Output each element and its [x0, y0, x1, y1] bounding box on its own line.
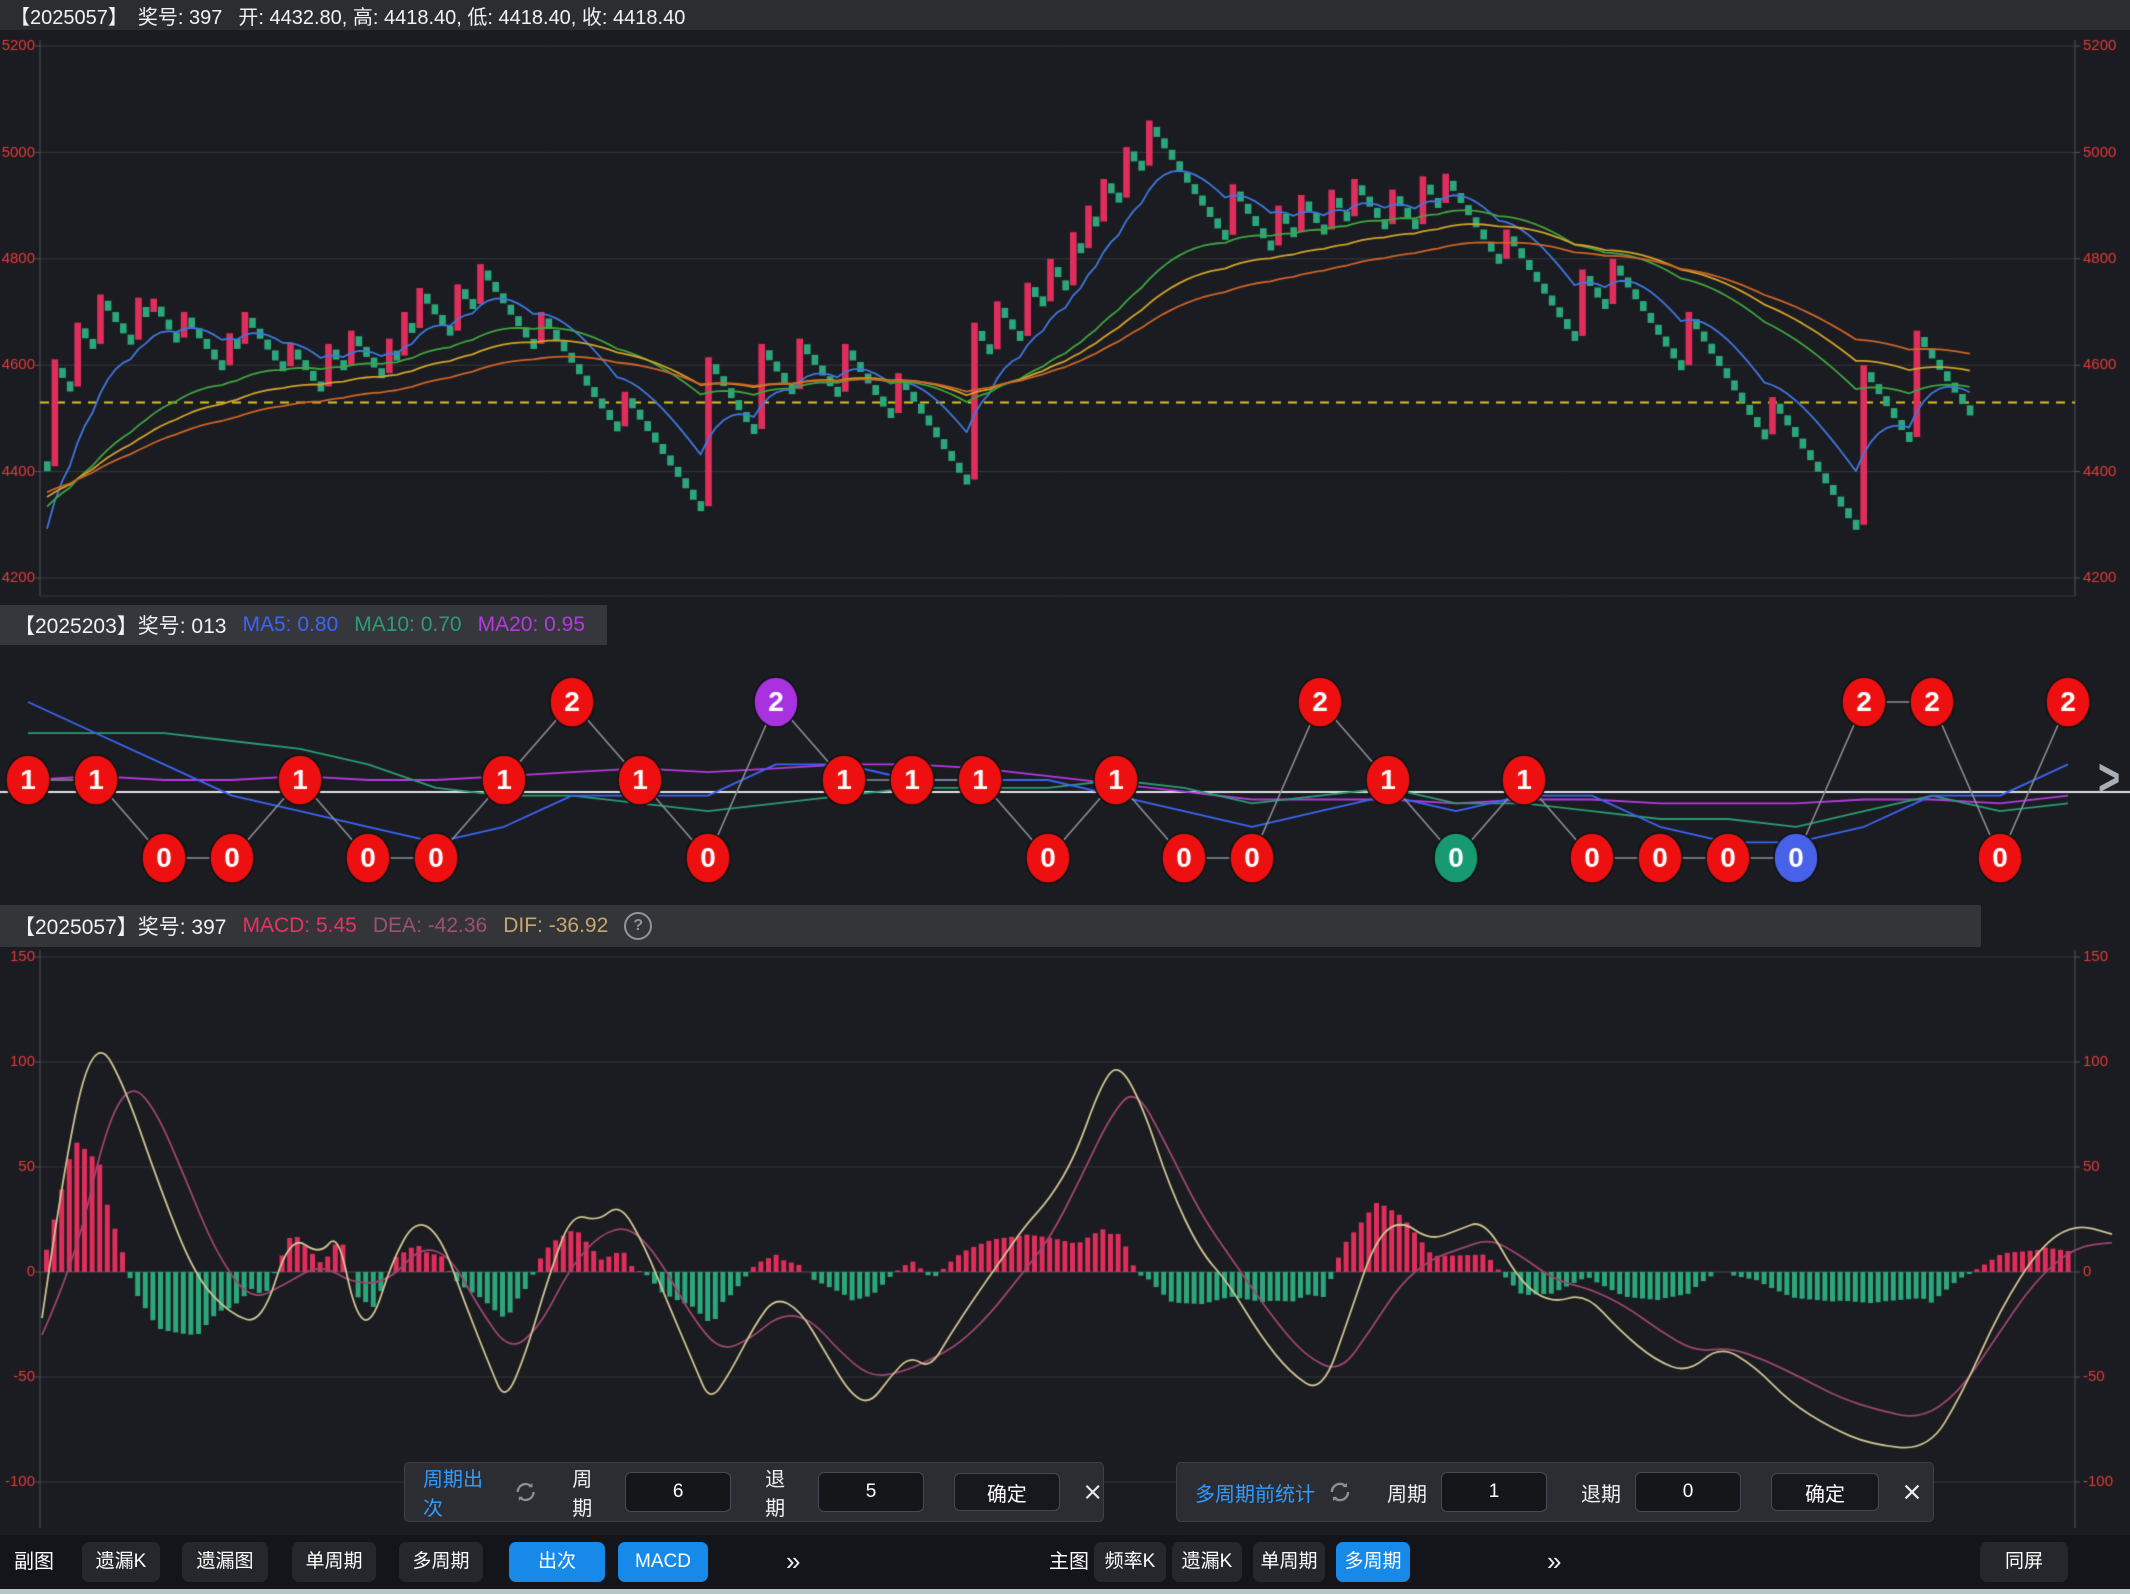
- cycle-ma10-label: MA10: 0.70: [354, 613, 462, 636]
- main-ohlc-label: 开: 4432.80, 高: 4418.40, 低: 4418.40, 收: 4…: [238, 6, 686, 29]
- refresh-icon[interactable]: [513, 1479, 538, 1505]
- close-icon[interactable]: [1082, 1481, 1103, 1503]
- confirm-button[interactable]: 确定: [954, 1473, 1060, 1511]
- refresh-icon[interactable]: [1327, 1479, 1353, 1505]
- multi-cycle-settings-panel: 多周期前统计 周期 退期 确定: [1176, 1462, 1934, 1522]
- main-chart-header: 【2025057】 奖号: 397 开: 4432.80, 高: 4418.40…: [0, 0, 2130, 30]
- toolbar-button-multi-cycle[interactable]: 多周期: [399, 1542, 483, 1582]
- main-number-label: 奖号: 397: [137, 6, 223, 29]
- macd-issue-label: 【2025057】奖号: 397: [14, 916, 227, 939]
- toolbar-button-omission-k2[interactable]: 遗漏K: [1172, 1542, 1242, 1582]
- macd-value-label: MACD: 5.45: [242, 914, 357, 937]
- back-period-input[interactable]: [818, 1472, 925, 1512]
- back-period-label: 退期: [765, 1469, 786, 1520]
- toolbar-button-omission-k[interactable]: 遗漏K: [82, 1542, 160, 1582]
- cycle-pane-header: 【2025203】奖号: 013 MA5: 0.80 MA10: 0.70 MA…: [0, 605, 608, 645]
- toolbar-button-omission-map[interactable]: 遗漏图: [182, 1542, 268, 1582]
- back-period-label: 退期: [1581, 1483, 1621, 1506]
- bottom-edge-strip: [0, 1589, 2130, 1594]
- cycle-settings-panel: 周期出次 周期 退期 确定: [404, 1462, 1104, 1522]
- macd-pane-header: 【2025057】奖号: 397 MACD: 5.45 DEA: -42.36 …: [0, 905, 1981, 947]
- toolbar-button-multi-cycle2[interactable]: 多周期: [1336, 1542, 1410, 1582]
- close-icon[interactable]: [1901, 1481, 1923, 1503]
- more-left-chevron-icon[interactable]: »: [786, 1546, 801, 1576]
- subchart-group-label: 副图: [14, 1551, 54, 1573]
- toolbar-button-macd[interactable]: MACD: [618, 1542, 708, 1582]
- help-icon[interactable]: ?: [624, 912, 653, 940]
- mainchart-group-label: 主图: [1049, 1551, 1089, 1573]
- main-issue-label: 【2025057】: [10, 6, 128, 29]
- toolbar-button-chuci[interactable]: 出次: [509, 1542, 605, 1582]
- cycle-ma20-label: MA20: 0.95: [477, 613, 586, 636]
- period-input[interactable]: [625, 1472, 732, 1512]
- confirm-button[interactable]: 确定: [1771, 1473, 1879, 1511]
- dif-value-label: DIF: -36.92: [503, 914, 609, 937]
- panel-title[interactable]: 周期出次: [423, 1469, 483, 1520]
- dea-value-label: DEA: -42.36: [372, 914, 488, 937]
- period-input[interactable]: [1441, 1472, 1547, 1512]
- cycle-issue-label: 【2025203】奖号: 013: [14, 615, 227, 638]
- more-right-chevron-icon[interactable]: »: [1547, 1546, 1562, 1576]
- toolbar-button-frequency-k[interactable]: 频率K: [1094, 1542, 1166, 1582]
- sync-screen-button[interactable]: 同屏: [1980, 1542, 2068, 1582]
- back-period-input[interactable]: [1635, 1472, 1741, 1512]
- cycle-ma5-label: MA5: 0.80: [242, 613, 339, 636]
- toolbar-button-single-cycle[interactable]: 单周期: [292, 1542, 376, 1582]
- toolbar-button-single-cycle2[interactable]: 单周期: [1253, 1542, 1325, 1582]
- period-label: 周期: [572, 1469, 593, 1520]
- bottom-toolbar: 副图 遗漏K 遗漏图 单周期 多周期 出次 MACD » 主图 频率K 遗漏K …: [0, 1535, 2130, 1589]
- period-label: 周期: [1387, 1483, 1427, 1506]
- panel-title[interactable]: 多周期前统计: [1195, 1483, 1315, 1506]
- scroll-right-chevron-icon[interactable]: >: [2098, 749, 2121, 809]
